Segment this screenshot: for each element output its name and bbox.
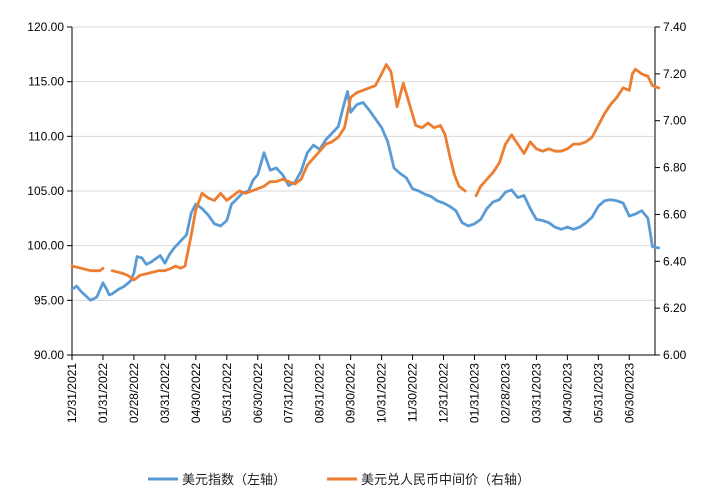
x-axis-tick-labels: 12/31/2021 01/31/2022 02/28/2022 03/31/2022… (65, 363, 636, 423)
x-axis-tick-label: 10/31/2022 (375, 363, 389, 423)
right-axis-tick-labels: 6.00 6.20 6.40 6.60 6.80 7.00 7.20 7.40 (663, 20, 687, 362)
left-axis-tick-label: 95.00 (34, 293, 64, 307)
x-axis-tick-label: 04/30/2023 (560, 363, 574, 423)
right-axis-tick-label: 6.60 (663, 207, 687, 221)
axes (67, 26, 660, 360)
x-axis-tick-label: 05/31/2023 (591, 363, 605, 423)
legend-label-dollar-index: 美元指数（左轴） (182, 473, 286, 488)
right-axis-tick-label: 6.80 (663, 161, 687, 175)
left-axis-tick-label: 100.00 (27, 239, 64, 253)
x-axis-tick-label: 03/31/2022 (158, 363, 172, 423)
gridlines (72, 26, 655, 356)
right-axis-tick-label: 7.40 (663, 20, 687, 34)
x-axis-tick-label: 03/31/2023 (529, 363, 543, 423)
x-axis-tick-label: 02/28/2023 (498, 363, 512, 423)
x-axis-tick-label: 05/31/2022 (220, 363, 234, 423)
left-axis-tick-label: 115.00 (28, 75, 64, 89)
x-axis-tick-label: 12/31/2021 (65, 363, 79, 423)
legend: 美元指数（左轴） 美元兑人民币中间价（右轴） (148, 473, 530, 488)
x-axis-tick-label: 06/30/2022 (251, 363, 265, 423)
x-axis-tick-label: 04/30/2022 (189, 363, 203, 423)
series-line-usd-cny-segment-2 (474, 67, 661, 198)
left-axis-tick-label: 120.00 (27, 20, 64, 34)
right-axis-tick-label: 7.00 (663, 114, 687, 128)
x-axis-tick-label: 12/31/2022 (437, 363, 451, 423)
left-axis-tick-label: 110.00 (28, 129, 64, 143)
series-lines (70, 63, 661, 302)
x-axis-tick-label: 09/30/2022 (344, 363, 358, 423)
x-axis-tick-label: 07/31/2022 (282, 363, 296, 423)
right-axis-tick-label: 6.00 (663, 348, 687, 362)
series-line-dollar-index (70, 90, 661, 302)
x-axis-tick-label: 11/30/2022 (406, 363, 420, 422)
left-axis-tick-labels: 90.00 95.00 100.00 105.00 110.00 115.00 120.00 (27, 20, 64, 362)
right-axis-tick-label: 6.40 (663, 254, 687, 268)
x-axis-tick-label: 08/31/2022 (313, 363, 327, 423)
left-axis-tick-label: 90.00 (34, 348, 64, 362)
x-axis-tick-label: 01/31/2023 (467, 363, 481, 423)
left-axis-tick-label: 105.00 (27, 184, 64, 198)
legend-label-usd-cny: 美元兑人民币中间价（右轴） (361, 473, 530, 488)
x-axis-tick-label: 06/30/2023 (622, 363, 636, 423)
x-axis-tick-label: 02/28/2022 (127, 363, 141, 423)
right-axis-tick-label: 7.20 (663, 67, 687, 81)
right-axis-tick-label: 6.20 (663, 301, 687, 315)
x-axis-tick-label: 01/31/2022 (96, 363, 110, 423)
series-line-usd-cny-segment-1 (110, 63, 467, 282)
series-line-usd-cny-segment-0 (70, 264, 105, 273)
